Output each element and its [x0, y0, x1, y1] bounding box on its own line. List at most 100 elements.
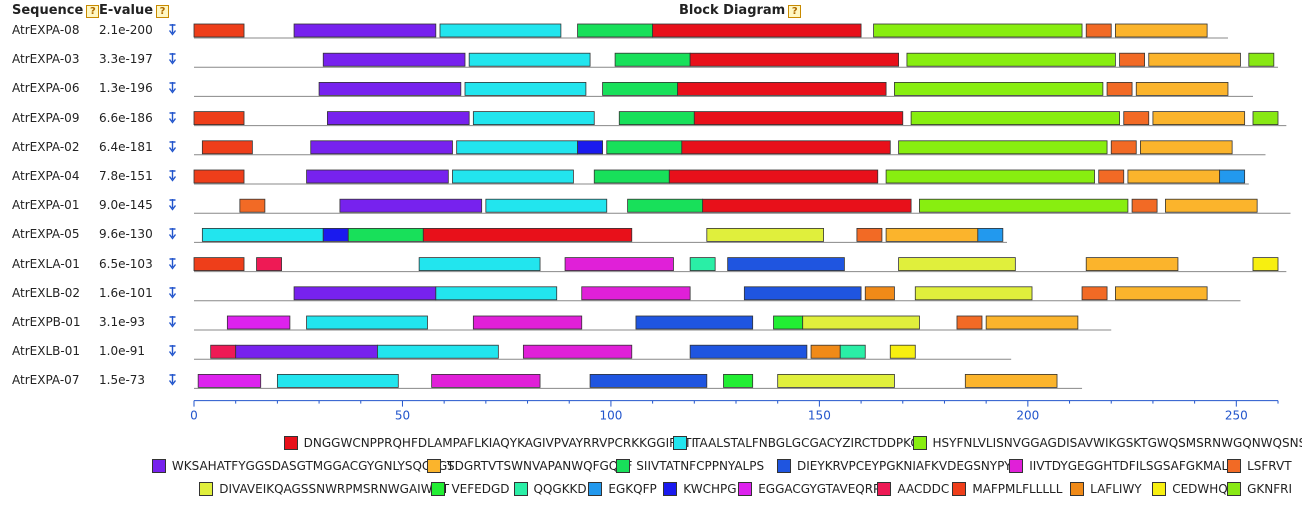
- motif-block[interactable]: [810, 344, 841, 359]
- motif-block[interactable]: [885, 169, 1095, 184]
- motif-block[interactable]: [456, 140, 578, 155]
- motif-block[interactable]: [464, 82, 587, 96]
- motif-block[interactable]: [1165, 198, 1258, 213]
- motif-block[interactable]: [322, 227, 349, 242]
- motif-block[interactable]: [1110, 140, 1137, 155]
- motif-block[interactable]: [197, 373, 262, 388]
- motif-block[interactable]: [468, 52, 591, 67]
- motif-block[interactable]: [193, 111, 245, 125]
- sort-down-arrow-icon[interactable]: [168, 82, 177, 95]
- sort-down-arrow-icon[interactable]: [168, 257, 177, 270]
- motif-block[interactable]: [1106, 82, 1133, 96]
- evalue-help-icon[interactable]: ?: [156, 5, 170, 18]
- motif-block[interactable]: [964, 373, 1058, 388]
- motif-block[interactable]: [452, 169, 574, 184]
- motif-block[interactable]: [1119, 52, 1145, 67]
- motif-block[interactable]: [1248, 52, 1275, 67]
- motif-block[interactable]: [702, 198, 912, 213]
- motif-block[interactable]: [864, 286, 895, 301]
- motif-block[interactable]: [1219, 169, 1246, 184]
- motif-block[interactable]: [306, 169, 449, 184]
- motif-block[interactable]: [627, 198, 704, 213]
- motif-block[interactable]: [347, 227, 424, 242]
- motif-block[interactable]: [885, 227, 979, 242]
- motif-block[interactable]: [322, 52, 466, 67]
- motif-block[interactable]: [898, 257, 1016, 272]
- motif-block[interactable]: [689, 52, 900, 67]
- motif-block[interactable]: [689, 344, 808, 359]
- motif-block[interactable]: [1123, 111, 1150, 125]
- block-diagram-help-icon[interactable]: ?: [788, 5, 802, 18]
- motif-block[interactable]: [256, 257, 282, 272]
- motif-block[interactable]: [293, 23, 437, 38]
- motif-block[interactable]: [564, 257, 674, 272]
- motif-block[interactable]: [898, 140, 1108, 155]
- motif-block[interactable]: [606, 140, 683, 155]
- motif-block[interactable]: [377, 344, 499, 359]
- motif-block[interactable]: [693, 111, 904, 125]
- motif-block[interactable]: [706, 227, 824, 242]
- motif-block[interactable]: [681, 140, 891, 155]
- motif-block[interactable]: [485, 198, 608, 213]
- motif-block[interactable]: [339, 198, 483, 213]
- motif-block[interactable]: [652, 23, 862, 38]
- motif-block[interactable]: [777, 373, 895, 388]
- motif-block[interactable]: [802, 315, 920, 330]
- sort-down-arrow-icon[interactable]: [168, 111, 177, 124]
- motif-block[interactable]: [723, 373, 754, 388]
- motif-block[interactable]: [727, 257, 845, 272]
- motif-block[interactable]: [431, 373, 541, 388]
- motif-block[interactable]: [889, 344, 916, 359]
- motif-block[interactable]: [1252, 257, 1279, 272]
- motif-block[interactable]: [1140, 140, 1233, 155]
- motif-block[interactable]: [210, 344, 237, 359]
- sort-down-arrow-icon[interactable]: [168, 53, 177, 65]
- motif-block[interactable]: [1131, 198, 1158, 213]
- motif-block[interactable]: [239, 198, 266, 213]
- motif-block[interactable]: [1115, 286, 1208, 301]
- sequence-help-icon[interactable]: ?: [86, 5, 100, 18]
- motif-block[interactable]: [327, 111, 470, 125]
- motif-block[interactable]: [910, 111, 1120, 125]
- sort-down-arrow-icon[interactable]: [168, 286, 177, 299]
- motif-block[interactable]: [472, 111, 595, 125]
- motif-block[interactable]: [677, 82, 887, 96]
- motif-block[interactable]: [906, 52, 1116, 67]
- motif-block[interactable]: [1098, 169, 1125, 184]
- sort-down-arrow-icon[interactable]: [168, 170, 177, 182]
- motif-block[interactable]: [773, 315, 804, 330]
- sort-down-arrow-icon[interactable]: [168, 316, 177, 328]
- motif-block[interactable]: [293, 286, 437, 301]
- motif-block[interactable]: [743, 286, 862, 301]
- motif-block[interactable]: [602, 82, 679, 96]
- motif-block[interactable]: [318, 82, 462, 96]
- motif-block[interactable]: [201, 227, 324, 242]
- motif-block[interactable]: [689, 257, 716, 272]
- motif-block[interactable]: [439, 23, 562, 38]
- motif-block[interactable]: [919, 198, 1129, 213]
- motif-block[interactable]: [1081, 286, 1108, 301]
- motif-block[interactable]: [193, 23, 245, 38]
- motif-block[interactable]: [1148, 52, 1241, 67]
- motif-block[interactable]: [1252, 111, 1279, 125]
- motif-block[interactable]: [985, 315, 1079, 330]
- motif-block[interactable]: [422, 227, 633, 242]
- motif-block[interactable]: [201, 140, 253, 155]
- motif-block[interactable]: [635, 315, 754, 330]
- sort-down-arrow-icon[interactable]: [168, 24, 177, 36]
- motif-block[interactable]: [226, 315, 291, 330]
- motif-block[interactable]: [522, 344, 633, 359]
- motif-block[interactable]: [306, 315, 428, 330]
- motif-block[interactable]: [193, 257, 245, 272]
- motif-block[interactable]: [276, 373, 399, 388]
- motif-block[interactable]: [856, 227, 883, 242]
- motif-block[interactable]: [668, 169, 879, 184]
- motif-block[interactable]: [614, 52, 691, 67]
- motif-block[interactable]: [956, 315, 983, 330]
- motif-block[interactable]: [914, 286, 1033, 301]
- motif-block[interactable]: [1127, 169, 1221, 184]
- motif-block[interactable]: [581, 286, 691, 301]
- motif-block[interactable]: [618, 111, 695, 125]
- motif-block[interactable]: [593, 169, 670, 184]
- motif-block[interactable]: [977, 227, 1004, 242]
